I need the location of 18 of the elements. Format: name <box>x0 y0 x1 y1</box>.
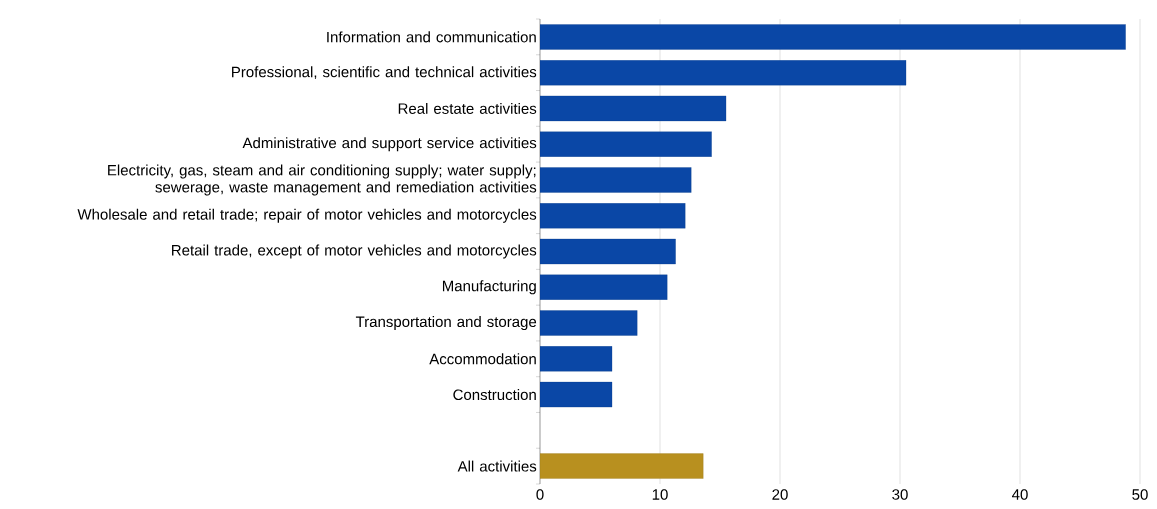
y-tick-label: Real estate activities <box>398 102 537 114</box>
y-tick-label: Wholesale and retail trade; repair of motor vehicles and motorcycles <box>77 208 537 223</box>
y-tick-label: Construction <box>453 389 536 401</box>
y-tick-label: Retail trade, except of motor vehicles and motorcycles <box>172 244 537 259</box>
y-tick-label: Accommodation <box>429 353 536 365</box>
x-tick-label: 10 <box>652 489 668 500</box>
y-tick-label: Electricity, gas, steam and air conditioning supply; water supply; sewerage, waste management and remediation activities <box>108 164 537 196</box>
y-tick-label: Administrative and support service activities <box>242 137 537 152</box>
y-tick-label: Information and communication <box>327 31 536 43</box>
x-tick-label: 40 <box>1012 489 1028 500</box>
x-tick-label: 0 <box>536 489 544 500</box>
y-tick-label: Transportation and storage <box>355 316 537 331</box>
x-tick-label: 20 <box>772 489 788 500</box>
y-tick-label: Manufacturing <box>442 280 536 295</box>
x-tick-label: 30 <box>892 489 908 500</box>
x-tick-label: 50 <box>1132 489 1148 500</box>
y-tick-label: Professional, scientific and technical activities <box>232 66 537 80</box>
y-tick-label: All activities <box>457 460 537 472</box>
